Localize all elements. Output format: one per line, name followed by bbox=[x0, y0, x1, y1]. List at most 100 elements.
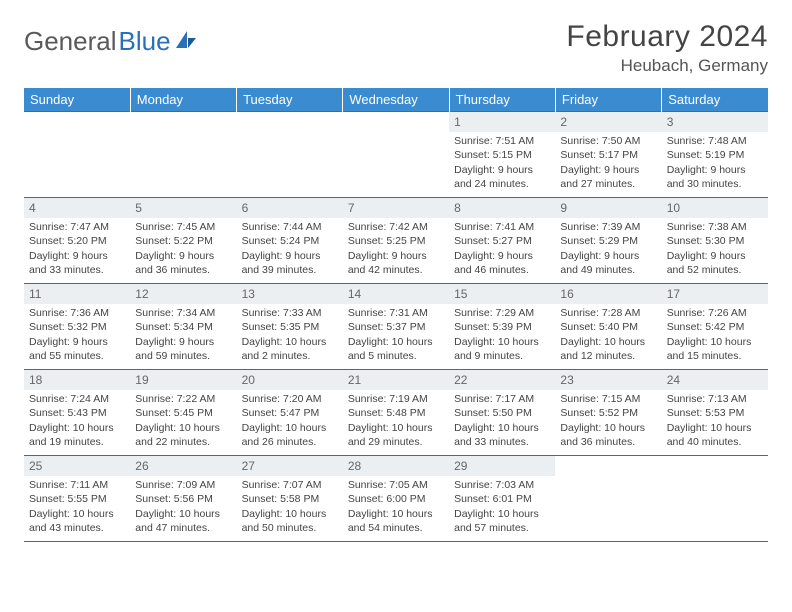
calendar-day-cell: 11Sunrise: 7:36 AMSunset: 5:32 PMDayligh… bbox=[24, 284, 130, 370]
calendar-day-cell: 28Sunrise: 7:05 AMSunset: 6:00 PMDayligh… bbox=[343, 456, 449, 542]
day-number: 10 bbox=[662, 198, 768, 218]
calendar-day-cell: 17Sunrise: 7:26 AMSunset: 5:42 PMDayligh… bbox=[662, 284, 768, 370]
calendar-day-cell: 27Sunrise: 7:07 AMSunset: 5:58 PMDayligh… bbox=[237, 456, 343, 542]
detail-line: Sunrise: 7:15 AM bbox=[560, 392, 656, 406]
detail-line: Sunrise: 7:26 AM bbox=[667, 306, 763, 320]
header: GeneralBlue February 2024 Heubach, Germa… bbox=[24, 20, 768, 76]
brand-part1: General bbox=[24, 26, 117, 57]
brand-logo: GeneralBlue bbox=[24, 20, 197, 57]
day-number: 11 bbox=[24, 284, 130, 304]
day-details: Sunrise: 7:38 AMSunset: 5:30 PMDaylight:… bbox=[662, 218, 768, 281]
day-number: 27 bbox=[237, 456, 343, 476]
detail-line: Daylight: 10 hours bbox=[454, 507, 550, 521]
detail-line: and 57 minutes. bbox=[454, 521, 550, 535]
detail-line: Daylight: 10 hours bbox=[560, 335, 656, 349]
day-number: 26 bbox=[130, 456, 236, 476]
detail-line: Sunrise: 7:19 AM bbox=[348, 392, 444, 406]
detail-line: Sunset: 5:45 PM bbox=[135, 406, 231, 420]
day-details: Sunrise: 7:28 AMSunset: 5:40 PMDaylight:… bbox=[555, 304, 661, 367]
detail-line: Daylight: 9 hours bbox=[29, 335, 125, 349]
day-details: Sunrise: 7:26 AMSunset: 5:42 PMDaylight:… bbox=[662, 304, 768, 367]
day-details: Sunrise: 7:13 AMSunset: 5:53 PMDaylight:… bbox=[662, 390, 768, 453]
detail-line: Daylight: 10 hours bbox=[242, 421, 338, 435]
detail-line: Sunrise: 7:47 AM bbox=[29, 220, 125, 234]
detail-line: Sunrise: 7:39 AM bbox=[560, 220, 656, 234]
detail-line: Daylight: 10 hours bbox=[135, 507, 231, 521]
day-details: Sunrise: 7:39 AMSunset: 5:29 PMDaylight:… bbox=[555, 218, 661, 281]
detail-line: Sunset: 5:17 PM bbox=[560, 148, 656, 162]
day-details: Sunrise: 7:47 AMSunset: 5:20 PMDaylight:… bbox=[24, 218, 130, 281]
detail-line: Sunrise: 7:13 AM bbox=[667, 392, 763, 406]
detail-line: Daylight: 9 hours bbox=[667, 249, 763, 263]
calendar-empty-cell bbox=[662, 456, 768, 542]
calendar-day-cell: 3Sunrise: 7:48 AMSunset: 5:19 PMDaylight… bbox=[662, 112, 768, 198]
weekday-header: Sunday bbox=[24, 88, 130, 112]
calendar-day-cell: 18Sunrise: 7:24 AMSunset: 5:43 PMDayligh… bbox=[24, 370, 130, 456]
detail-line: and 33 minutes. bbox=[454, 435, 550, 449]
calendar-table: SundayMondayTuesdayWednesdayThursdayFrid… bbox=[24, 88, 768, 542]
day-details: Sunrise: 7:07 AMSunset: 5:58 PMDaylight:… bbox=[237, 476, 343, 539]
calendar-day-cell: 14Sunrise: 7:31 AMSunset: 5:37 PMDayligh… bbox=[343, 284, 449, 370]
detail-line: Sunset: 5:25 PM bbox=[348, 234, 444, 248]
weekday-header-row: SundayMondayTuesdayWednesdayThursdayFrid… bbox=[24, 88, 768, 112]
day-details: Sunrise: 7:05 AMSunset: 6:00 PMDaylight:… bbox=[343, 476, 449, 539]
detail-line: and 12 minutes. bbox=[560, 349, 656, 363]
detail-line: and 52 minutes. bbox=[667, 263, 763, 277]
detail-line: Daylight: 9 hours bbox=[560, 163, 656, 177]
detail-line: Daylight: 9 hours bbox=[135, 249, 231, 263]
day-details: Sunrise: 7:41 AMSunset: 5:27 PMDaylight:… bbox=[449, 218, 555, 281]
day-details: Sunrise: 7:24 AMSunset: 5:43 PMDaylight:… bbox=[24, 390, 130, 453]
detail-line: Sunrise: 7:24 AM bbox=[29, 392, 125, 406]
calendar-day-cell: 8Sunrise: 7:41 AMSunset: 5:27 PMDaylight… bbox=[449, 198, 555, 284]
brand-part2: Blue bbox=[119, 26, 171, 57]
detail-line: Sunset: 5:30 PM bbox=[667, 234, 763, 248]
day-details: Sunrise: 7:36 AMSunset: 5:32 PMDaylight:… bbox=[24, 304, 130, 367]
detail-line: and 30 minutes. bbox=[667, 177, 763, 191]
detail-line: Daylight: 9 hours bbox=[454, 163, 550, 177]
weekday-header: Saturday bbox=[662, 88, 768, 112]
detail-line: Sunset: 5:27 PM bbox=[454, 234, 550, 248]
calendar-empty-cell bbox=[555, 456, 661, 542]
day-number: 20 bbox=[237, 370, 343, 390]
detail-line: Sunrise: 7:03 AM bbox=[454, 478, 550, 492]
detail-line: and 36 minutes. bbox=[135, 263, 231, 277]
detail-line: Daylight: 10 hours bbox=[454, 335, 550, 349]
detail-line: Sunset: 5:50 PM bbox=[454, 406, 550, 420]
detail-line: Sunset: 6:01 PM bbox=[454, 492, 550, 506]
day-number: 23 bbox=[555, 370, 661, 390]
detail-line: Sunset: 5:29 PM bbox=[560, 234, 656, 248]
detail-line: Sunset: 5:55 PM bbox=[29, 492, 125, 506]
weekday-header: Thursday bbox=[449, 88, 555, 112]
detail-line: Sunrise: 7:20 AM bbox=[242, 392, 338, 406]
detail-line: Daylight: 9 hours bbox=[667, 163, 763, 177]
detail-line: and 36 minutes. bbox=[560, 435, 656, 449]
day-number: 25 bbox=[24, 456, 130, 476]
detail-line: Sunrise: 7:36 AM bbox=[29, 306, 125, 320]
detail-line: Daylight: 10 hours bbox=[667, 421, 763, 435]
detail-line: Sunrise: 7:34 AM bbox=[135, 306, 231, 320]
detail-line: Sunset: 5:53 PM bbox=[667, 406, 763, 420]
detail-line: Sunrise: 7:44 AM bbox=[242, 220, 338, 234]
detail-line: Sunrise: 7:07 AM bbox=[242, 478, 338, 492]
day-number: 2 bbox=[555, 112, 661, 132]
detail-line: Daylight: 10 hours bbox=[348, 507, 444, 521]
detail-line: and 55 minutes. bbox=[29, 349, 125, 363]
detail-line: Sunrise: 7:38 AM bbox=[667, 220, 763, 234]
calendar-empty-cell bbox=[130, 112, 236, 198]
location: Heubach, Germany bbox=[566, 56, 768, 76]
day-number: 14 bbox=[343, 284, 449, 304]
weekday-header: Monday bbox=[130, 88, 236, 112]
calendar-day-cell: 29Sunrise: 7:03 AMSunset: 6:01 PMDayligh… bbox=[449, 456, 555, 542]
day-details: Sunrise: 7:45 AMSunset: 5:22 PMDaylight:… bbox=[130, 218, 236, 281]
detail-line: Daylight: 10 hours bbox=[135, 421, 231, 435]
calendar-day-cell: 19Sunrise: 7:22 AMSunset: 5:45 PMDayligh… bbox=[130, 370, 236, 456]
detail-line: Sunrise: 7:41 AM bbox=[454, 220, 550, 234]
detail-line: Sunset: 5:22 PM bbox=[135, 234, 231, 248]
calendar-day-cell: 1Sunrise: 7:51 AMSunset: 5:15 PMDaylight… bbox=[449, 112, 555, 198]
detail-line: Sunset: 5:58 PM bbox=[242, 492, 338, 506]
detail-line: and 9 minutes. bbox=[454, 349, 550, 363]
detail-line: and 5 minutes. bbox=[348, 349, 444, 363]
calendar-day-cell: 23Sunrise: 7:15 AMSunset: 5:52 PMDayligh… bbox=[555, 370, 661, 456]
day-details: Sunrise: 7:34 AMSunset: 5:34 PMDaylight:… bbox=[130, 304, 236, 367]
day-details: Sunrise: 7:22 AMSunset: 5:45 PMDaylight:… bbox=[130, 390, 236, 453]
